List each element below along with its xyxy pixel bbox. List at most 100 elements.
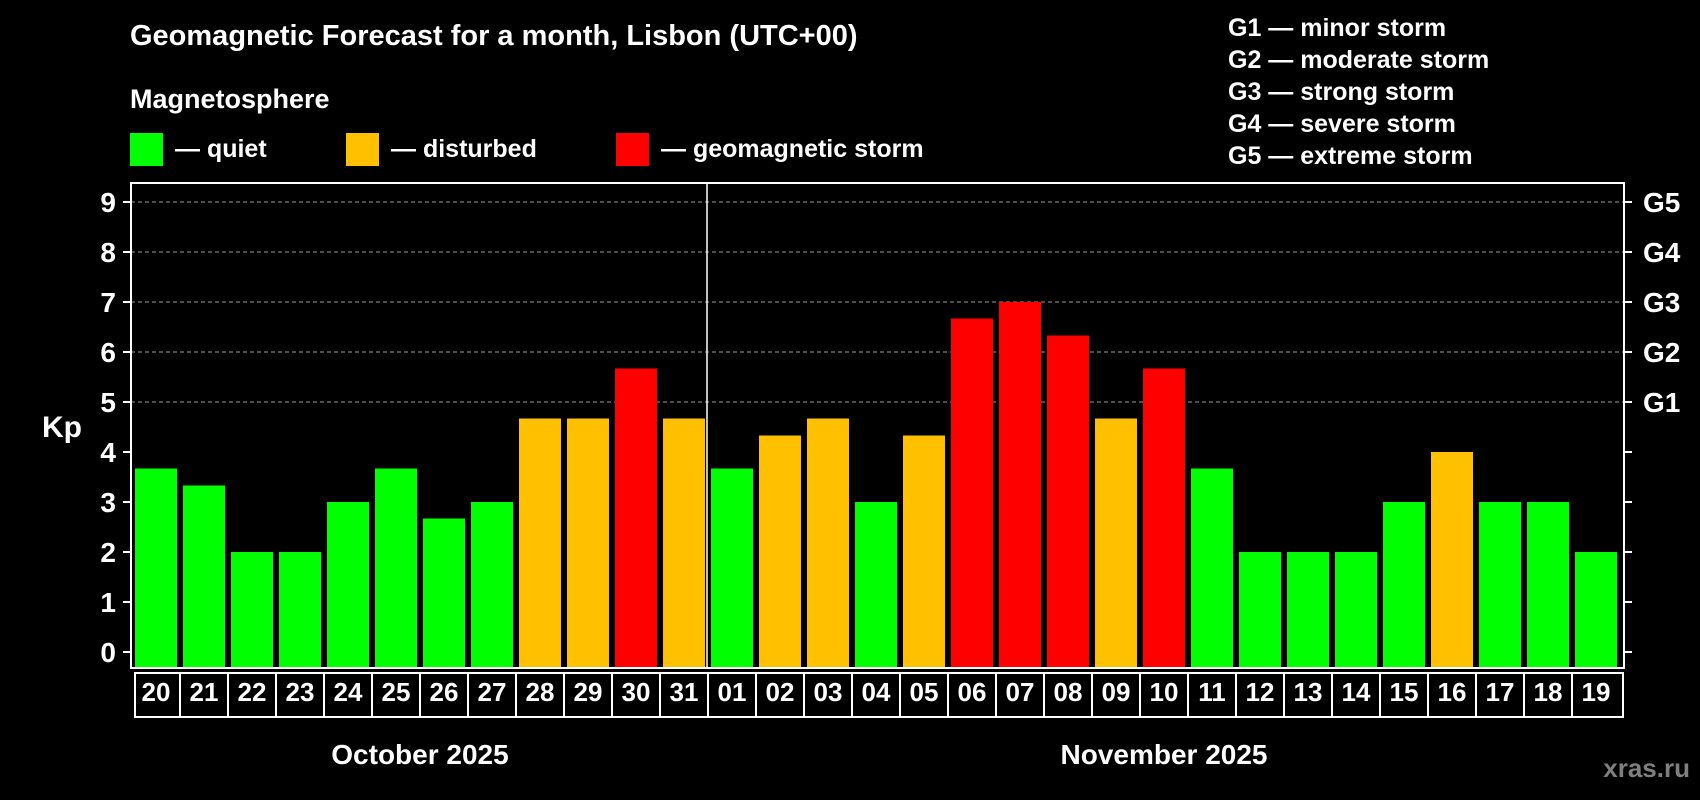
x-tick-label: 05 <box>910 677 939 707</box>
legend-swatch-quiet <box>130 133 163 166</box>
month-label: November 2025 <box>1060 739 1267 770</box>
x-tick-label: 20 <box>142 677 171 707</box>
right-axis-label: G4 <box>1643 237 1681 268</box>
x-tick-label: 26 <box>430 677 459 707</box>
bar <box>1143 368 1185 667</box>
y-tick-label: 2 <box>100 537 116 568</box>
legend-heading: Magnetosphere <box>130 84 330 114</box>
bar <box>615 368 657 667</box>
bar <box>759 435 801 667</box>
storm-scale-g2: G2 — moderate storm <box>1228 46 1490 74</box>
x-tick-label: 14 <box>1342 677 1371 707</box>
bar <box>1047 335 1089 667</box>
x-tick-label: 17 <box>1486 677 1515 707</box>
storm-scale-g5: G5 — extreme storm <box>1228 142 1473 170</box>
bar <box>279 552 321 667</box>
bar <box>1383 502 1425 667</box>
bar <box>519 418 561 667</box>
bar <box>231 552 273 667</box>
bar <box>183 485 225 667</box>
x-tick-label: 03 <box>814 677 843 707</box>
x-tick-label: 02 <box>766 677 795 707</box>
x-tick-label: 11 <box>1198 677 1226 707</box>
storm-scale-g4: G4 — severe storm <box>1228 110 1456 138</box>
bar <box>999 302 1041 667</box>
storm-scale-legend: G1 — minor storm G2 — moderate storm G3 … <box>1228 12 1489 172</box>
storm-scale-g1: G1 — minor storm <box>1228 14 1447 42</box>
bar <box>663 418 705 667</box>
y-tick-label: 4 <box>100 437 116 468</box>
bar <box>855 502 897 667</box>
bar <box>951 318 993 667</box>
x-tick-label: 01 <box>718 677 747 707</box>
right-axis-label: G5 <box>1643 187 1680 218</box>
date-box-frame <box>134 672 1624 718</box>
bar <box>1335 552 1377 667</box>
bar <box>375 468 417 667</box>
right-axis-label: G3 <box>1643 287 1680 318</box>
right-axis-label: G1 <box>1643 387 1680 418</box>
x-tick-label: 08 <box>1054 677 1083 707</box>
legend-item-quiet: — quiet <box>130 133 267 166</box>
y-tick-label: 3 <box>100 487 116 518</box>
legend-swatch-disturbed <box>346 133 379 166</box>
x-tick-label: 24 <box>334 677 363 707</box>
x-tick-label: 04 <box>862 677 891 707</box>
storm-scale-g3: G3 — strong storm <box>1228 78 1455 106</box>
bar <box>903 435 945 667</box>
legend-label-disturbed: — disturbed <box>391 135 537 163</box>
bar <box>423 518 465 667</box>
bar <box>471 502 513 667</box>
x-tick-label: 07 <box>1006 677 1035 707</box>
bar <box>1527 502 1569 667</box>
x-tick-label: 21 <box>190 677 219 707</box>
right-axis-label: G2 <box>1643 337 1680 368</box>
y-tick-label: 1 <box>100 587 116 618</box>
bar <box>807 418 849 667</box>
x-tick-label: 29 <box>574 677 603 707</box>
watermark: xras.ru <box>1603 753 1690 783</box>
x-tick-label: 06 <box>958 677 987 707</box>
legend-label-quiet: — quiet <box>175 135 267 163</box>
bar <box>1191 468 1233 667</box>
bar <box>1287 552 1329 667</box>
legend-label-storm: — geomagnetic storm <box>661 135 924 163</box>
x-tick-label: 09 <box>1102 677 1131 707</box>
y-tick-label: 0 <box>100 637 116 668</box>
bar <box>1479 502 1521 667</box>
legend-swatch-storm <box>616 133 649 166</box>
x-tick-label: 16 <box>1438 677 1467 707</box>
x-tick-label: 18 <box>1534 677 1563 707</box>
x-tick-label: 28 <box>526 677 555 707</box>
x-tick-label: 19 <box>1582 677 1611 707</box>
bar <box>1575 552 1617 667</box>
plot-frame <box>130 182 1625 669</box>
x-tick-label: 10 <box>1150 677 1179 707</box>
x-tick-label: 13 <box>1294 677 1323 707</box>
bar <box>1239 552 1281 667</box>
month-label: October 2025 <box>331 739 508 770</box>
x-tick-label: 30 <box>622 677 651 707</box>
y-tick-label: 8 <box>100 237 116 268</box>
bar <box>711 468 753 667</box>
x-tick-label: 25 <box>382 677 411 707</box>
y-tick-label: 5 <box>100 387 116 418</box>
bar <box>1095 418 1137 667</box>
y-tick-label: 6 <box>100 337 116 368</box>
bar <box>327 502 369 667</box>
x-tick-label: 12 <box>1246 677 1275 707</box>
x-tick-label: 15 <box>1390 677 1419 707</box>
legend-item-storm: — geomagnetic storm <box>616 133 924 166</box>
x-tick-label: 23 <box>286 677 315 707</box>
x-tick-label: 27 <box>478 677 507 707</box>
chart-title: Geomagnetic Forecast for a month, Lisbon… <box>130 20 858 52</box>
bar <box>135 468 177 667</box>
legend-item-disturbed: — disturbed <box>346 133 537 166</box>
x-tick-label: 22 <box>238 677 267 707</box>
x-tick-label: 31 <box>670 677 699 707</box>
bar <box>1431 452 1473 667</box>
y-tick-label: 9 <box>100 187 116 218</box>
y-tick-label: 7 <box>100 287 116 318</box>
bar <box>567 418 609 667</box>
